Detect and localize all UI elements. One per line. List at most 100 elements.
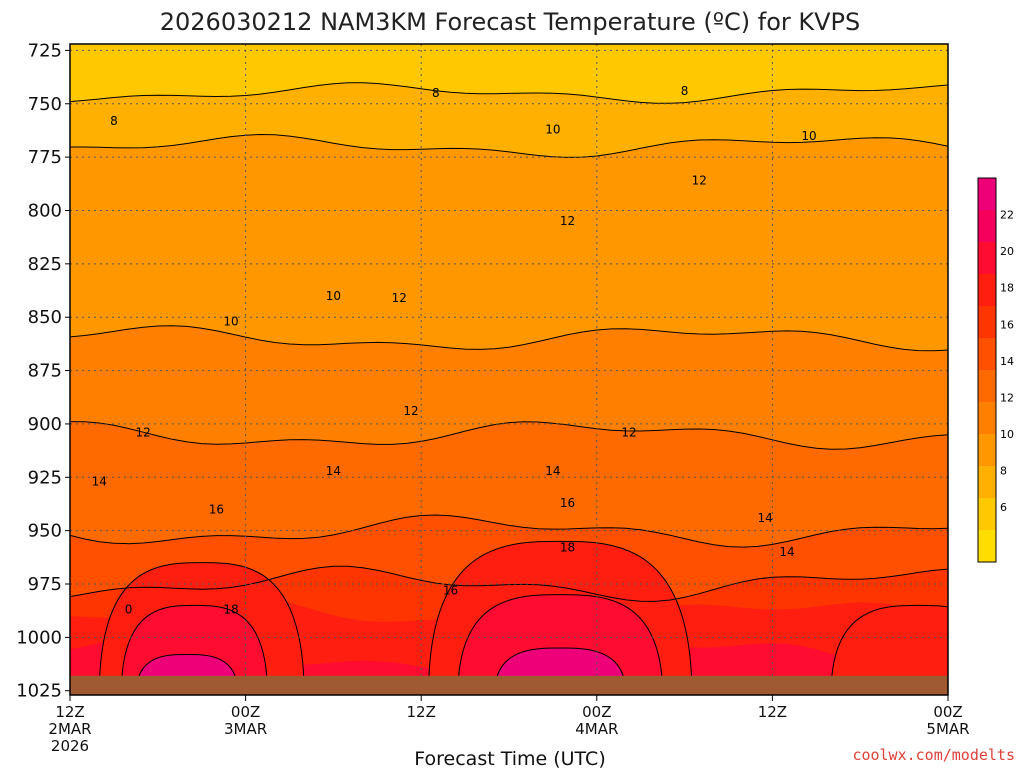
colorbar-segment [978,242,996,274]
y-tick-label: 850 [28,307,62,328]
contour-label-text: 10 [326,289,341,303]
contour-label-text: 10 [545,122,560,136]
y-tick-label: 1025 [16,681,62,702]
contour-label: 16 [443,583,458,597]
y-tick-label: 900 [28,414,62,435]
contour-label-text: 14 [92,475,107,489]
x-tick-label: 5MAR [926,720,969,738]
contour-label-text: 16 [443,583,458,597]
contour-label: 8 [432,86,440,100]
y-tick-label: 800 [28,200,62,221]
contour-label: 0 [125,603,133,617]
colorbar-frame [977,177,997,563]
y-tick-label: 775 [28,147,62,168]
x-tick-label: 00Z [933,703,962,721]
contour-label: 16 [560,496,575,510]
contour-label-text: 0 [125,603,133,617]
contour-label: 14 [545,464,560,478]
x-tick-label: 2MAR [48,720,91,738]
y-tick-label: 725 [28,40,62,61]
contour-label-text: 14 [779,545,794,559]
contour-label-text: 8 [110,114,118,128]
contour-line-8-10 [70,82,948,104]
x-axis-label: Forecast Time (UTC) [414,748,605,768]
y-tick-label: 825 [28,254,62,275]
contour-label: 10 [223,314,238,328]
x-tick-label: 12Z [758,703,787,721]
warm-core-day3-18 [830,604,948,695]
contour-line-18-20 [70,565,948,602]
colorbar-segment [978,338,996,370]
contour-label-text: 14 [545,464,560,478]
colorbar-tick-label: 12 [1000,391,1014,404]
contour-label: 8 [681,84,689,98]
x-tick-label: 2026 [51,737,89,755]
contour-label: 16 [209,502,224,516]
contour-label: 10 [326,289,341,303]
colorbar-tick-label: 8 [1000,465,1007,478]
contour-label: 12 [136,425,151,439]
colorbar-segment [978,178,996,210]
contour-line-14-16 [70,421,948,450]
x-tick-label: 12Z [55,703,84,721]
contour-label: 14 [326,464,341,478]
contour-line-12-14 [70,325,948,352]
colorbar-segment [978,466,996,498]
contour-label: 12 [392,291,407,305]
contour-label: 10 [801,129,816,143]
y-tick-label: 750 [28,94,62,115]
contour-label-text: 12 [392,291,407,305]
colorbar-segment [978,306,996,338]
contour-label: 10 [545,122,560,136]
contour-label-text: 16 [209,502,224,516]
colorbar-segment [978,530,996,562]
colorbar-tick-label: 14 [1000,355,1014,368]
y-tick-label: 925 [28,467,62,488]
credit-link[interactable]: coolwx.com/modelts [852,746,1015,764]
y-tick-label: 1000 [16,627,62,648]
contour-label-text: 8 [681,84,689,98]
contour-label-text: 14 [757,511,772,525]
colorbar-segment [978,434,996,466]
x-tick-label: 12Z [407,703,436,721]
contour-label-text: 10 [223,314,238,328]
contour-label-text: 18 [223,603,238,617]
contour-label: 12 [403,404,418,418]
plot-frame [69,43,949,696]
ground-surface [70,675,948,695]
x-tick-label: 00Z [582,703,611,721]
colorbar-segment [978,402,996,434]
contour-label: 14 [779,545,794,559]
y-tick-label: 950 [28,521,62,542]
contour-label-text: 12 [621,425,636,439]
colorbar-tick-label: 20 [1000,245,1014,258]
x-tick-label: 4MAR [575,720,618,738]
contour-label: 12 [621,425,636,439]
contour-label: 8 [110,114,118,128]
colorbar-segment [978,370,996,402]
y-tick-label: 875 [28,361,62,382]
colorbar-segment [978,498,996,530]
contour-label: 14 [757,511,772,525]
contour-line-10-12 [70,133,948,158]
colorbar-tick-label: 22 [1000,209,1014,222]
colorbar-tick-label: 18 [1000,282,1014,295]
contour-label-text: 12 [136,425,151,439]
contour-label-text: 12 [692,174,707,188]
colorbar-tick-label: 6 [1000,501,1007,514]
y-axis: 725 750 775 800 825 850 875 900 925 950 975 1000 102… [16,40,70,702]
contour-label: 14 [92,475,107,489]
colorbar-segment [978,274,996,306]
chart-title: 2026030212 NAM3KM Forecast Temperature (… [160,8,861,36]
y-tick-label: 975 [28,574,62,595]
contour-label: 12 [560,214,575,228]
contour-label: 18 [560,541,575,555]
contour-label-text: 14 [326,464,341,478]
colorbar-tick-label: 16 [1000,318,1014,331]
colorbar-segment [978,210,996,242]
colorbar: 6 8 10 12 14 16 18 20 22 [977,177,1014,563]
x-tick-label: 3MAR [224,720,267,738]
contour-label-text: 12 [403,404,418,418]
